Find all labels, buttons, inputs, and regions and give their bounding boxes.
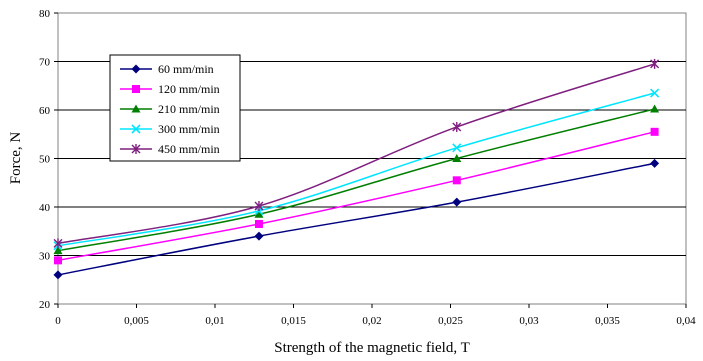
data-point: [254, 231, 264, 241]
legend-label: 450 mm/min: [158, 142, 220, 156]
series-layer: [53, 58, 660, 280]
legend-entry: 300 mm/min: [120, 122, 220, 136]
series-line: [57, 92, 655, 247]
data-point: [650, 88, 660, 98]
x-tick-label: 0,03: [519, 315, 539, 327]
series-4: [53, 58, 660, 249]
data-point: [452, 197, 462, 207]
series-line: [57, 131, 655, 262]
data-point: [254, 219, 263, 228]
data-point: [254, 201, 264, 212]
legend-label: 300 mm/min: [158, 122, 220, 136]
legend: 60 mm/min 120 mm/min 210 mm/min 300 mm/min 4…: [109, 54, 241, 162]
x-tick-label: 0,035: [595, 315, 620, 327]
data-point: [54, 256, 62, 265]
legend-marker: [131, 124, 141, 134]
y-tick-label: 60: [39, 105, 51, 117]
x-axis-title: Strength of the magnetic field, T: [274, 340, 470, 356]
legend-marker: [132, 85, 140, 93]
data-point: [53, 246, 63, 255]
series-line: [57, 162, 655, 276]
x-axis-ticks: 0 0,005 0,01 0,015 0,02 0,025 0,03 0,035 0,04: [55, 304, 696, 327]
y-axis-title: Force, N: [8, 132, 24, 185]
series-2: [53, 104, 660, 255]
y-tick-label: 40: [39, 202, 51, 214]
data-point: [650, 127, 659, 136]
data-point: [452, 143, 462, 153]
series-line: [57, 63, 655, 245]
data-point: [650, 58, 660, 69]
y-axis-ticks: 20 30 40 50 60 70 80: [39, 8, 58, 311]
data-point: [452, 176, 461, 185]
y-tick-label: 20: [39, 299, 51, 311]
legend-marker: [131, 64, 141, 74]
data-point: [53, 270, 63, 280]
series-0: [53, 158, 660, 280]
x-tick-label: 0,02: [362, 315, 381, 327]
legend-entry: 210 mm/min: [120, 102, 220, 116]
data-point: [650, 158, 660, 168]
x-tick-label: 0,04: [676, 315, 696, 327]
data-point: [254, 209, 264, 218]
legend-marker: [131, 104, 141, 113]
x-tick-label: 0,01: [205, 315, 224, 327]
legend-box: [109, 54, 241, 162]
legend-label: 210 mm/min: [158, 102, 220, 116]
legend-label: 60 mm/min: [158, 62, 214, 76]
data-point: [452, 154, 462, 162]
x-tick-label: 0,025: [438, 315, 463, 327]
series-line: [57, 108, 655, 252]
legend-entry: 450 mm/min: [120, 142, 220, 156]
y-tick-label: 50: [39, 154, 51, 166]
legend-marker: [131, 144, 141, 154]
legend-entry: 120 mm/min: [120, 82, 220, 96]
data-point: [53, 238, 63, 249]
x-tick-label: 0,005: [124, 315, 149, 327]
y-tick-label: 80: [39, 8, 51, 20]
data-point: [452, 121, 462, 132]
x-tick-label: 0: [55, 315, 61, 327]
data-point: [650, 104, 660, 113]
x-tick-label: 0,015: [281, 315, 306, 327]
legend-label: 120 mm/min: [158, 82, 220, 96]
y-tick-label: 30: [39, 251, 51, 263]
legend-entry: 60 mm/min: [120, 62, 214, 76]
y-tick-label: 70: [39, 57, 51, 69]
series-1: [54, 127, 659, 265]
